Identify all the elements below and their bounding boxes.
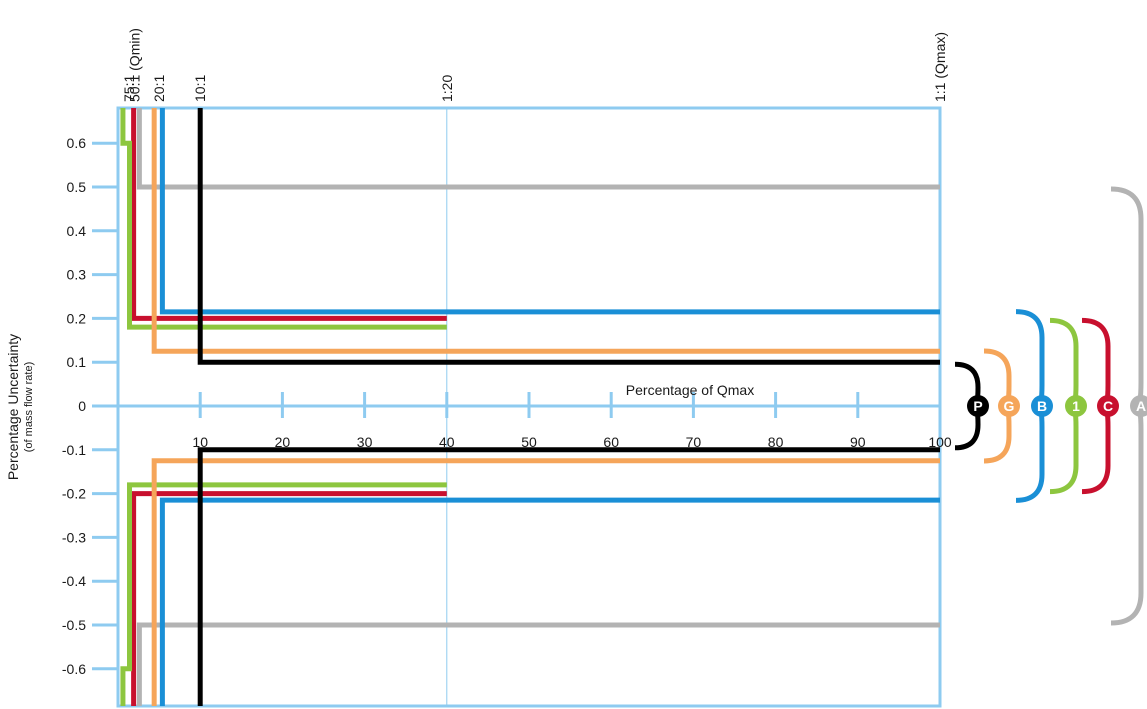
legend-label-1: 1 <box>1072 398 1080 414</box>
y-axis-title: Percentage Uncertainty <box>5 334 21 480</box>
legend-badge-A <box>1130 395 1147 417</box>
top-marker-label: 1:1 (Qmax) <box>932 32 948 102</box>
y-tick-label: -0.3 <box>62 529 86 545</box>
x-tick-label: 30 <box>357 434 373 450</box>
legend: A C 1 B G P <box>954 186 1147 626</box>
x-tick-label: 50 <box>521 434 537 450</box>
legend-badge-G <box>998 395 1020 417</box>
top-marker-label: 50:1 (Qmin) <box>126 28 142 102</box>
legend-label-B: B <box>1037 398 1047 414</box>
y-tick-label: 0.4 <box>67 223 87 239</box>
series-G-lower <box>151 458 940 706</box>
legend-label-A: A <box>1136 398 1146 414</box>
legend-label-C: C <box>1103 398 1113 414</box>
y-tick-label: -0.1 <box>62 442 86 458</box>
y-tick-label: -0.4 <box>62 573 86 589</box>
y-tick-label: 0.2 <box>67 310 87 326</box>
series-B-upper <box>159 108 940 315</box>
top-marker-label: 10:1 <box>192 75 208 102</box>
y-tick-label: 0.3 <box>67 267 87 283</box>
labels: Percentage of Qmax Percentage Uncertaint… <box>5 28 948 480</box>
series-lines <box>120 108 940 706</box>
y-tick-label: -0.2 <box>62 486 86 502</box>
x-tick-label: 80 <box>768 434 784 450</box>
y-tick-label: -0.5 <box>62 617 86 633</box>
legend-badge-P <box>967 395 989 417</box>
y-tick-label: -0.6 <box>62 661 86 677</box>
top-marker-label: 75:1 <box>121 75 137 102</box>
series-C-upper <box>131 108 447 321</box>
series-A-upper <box>136 108 940 190</box>
x-tick-label: 70 <box>686 434 702 450</box>
y-axis-subtitle: (of mass flow rate) <box>23 362 35 452</box>
axes: 0.6 0.5 0.4 0.3 0.2 0.1 0 -0.1 -0.2 -0.3 -0.4 -0.5 -… <box>62 135 952 677</box>
x-tick-label: 20 <box>275 434 291 450</box>
top-marker-label: 20:1 <box>151 75 167 102</box>
series-A-lower <box>136 622 940 706</box>
y-tick-label: 0.1 <box>67 354 87 370</box>
legend-badge-B <box>1031 395 1053 417</box>
series-P-upper <box>197 108 940 365</box>
series-1-upper <box>120 108 447 330</box>
x-tick-label: 100 <box>928 434 952 450</box>
series-G-upper <box>151 108 940 354</box>
x-tick-label: 90 <box>850 434 866 450</box>
x-tick-label: 60 <box>603 434 619 450</box>
series-C-lower <box>131 491 447 706</box>
y-tick-label: 0.5 <box>67 179 87 195</box>
x-tick-label: 10 <box>192 434 208 450</box>
x-tick-label: 40 <box>439 434 455 450</box>
top-marker-label: 1:20 <box>439 75 455 102</box>
legend-label-G: G <box>1004 398 1015 414</box>
series-1-lower <box>120 482 447 706</box>
y-tick-label: 0 <box>78 398 86 414</box>
legend-label-P: P <box>973 398 982 414</box>
legend-badge-1 <box>1065 395 1087 417</box>
y-tick-label: 0.6 <box>67 135 87 151</box>
series-P-lower <box>197 447 940 706</box>
x-axis-title: Percentage of Qmax <box>626 382 754 398</box>
legend-badge-C <box>1097 395 1119 417</box>
series-B-lower <box>159 497 940 706</box>
